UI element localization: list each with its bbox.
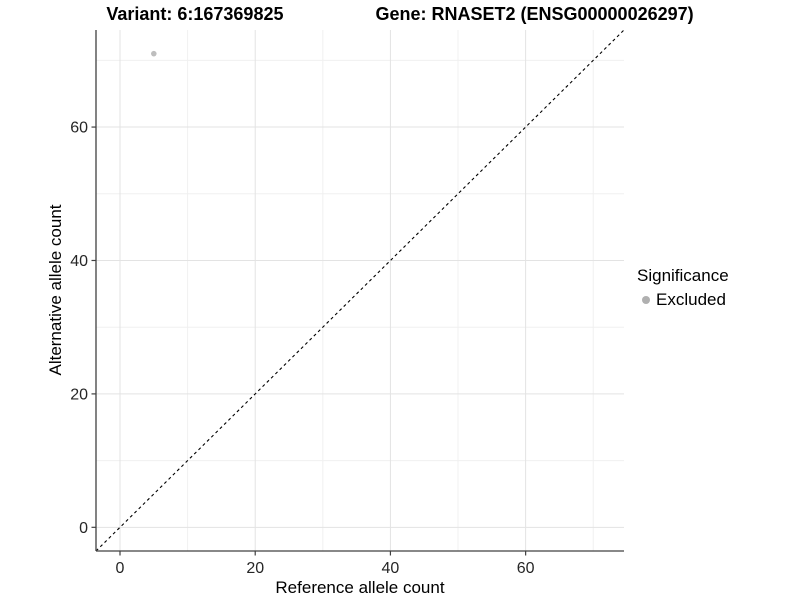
x-tick-label: 20	[246, 560, 264, 577]
legend-item-label: Excluded	[656, 290, 726, 309]
legend-title: Significance	[637, 266, 729, 285]
y-tick-label: 20	[70, 386, 88, 403]
legend-point-icon	[642, 296, 650, 304]
variant-title: Variant: 6:167369825	[106, 4, 284, 24]
x-tick-label: 0	[116, 560, 125, 577]
y-axis-title: Alternative allele count	[46, 204, 65, 376]
x-tick-label: 40	[382, 560, 400, 577]
data-point	[151, 50, 157, 57]
x-tick-label: 60	[517, 560, 535, 577]
x-axis-title: Reference allele count	[275, 578, 445, 597]
y-tick-label: 0	[79, 520, 88, 537]
identity-reference-line	[95, 29, 625, 552]
y-tick-label: 40	[70, 253, 88, 270]
y-tick-label: 60	[70, 120, 88, 137]
legend-item-excluded: Excluded	[642, 290, 729, 310]
legend: Significance Excluded	[636, 266, 729, 310]
gene-title: Gene: RNASET2 (ENSG00000026297)	[375, 4, 694, 24]
plot-title-row: Variant: 6:167369825 Gene: RNASET2 (ENSG…	[0, 4, 800, 25]
